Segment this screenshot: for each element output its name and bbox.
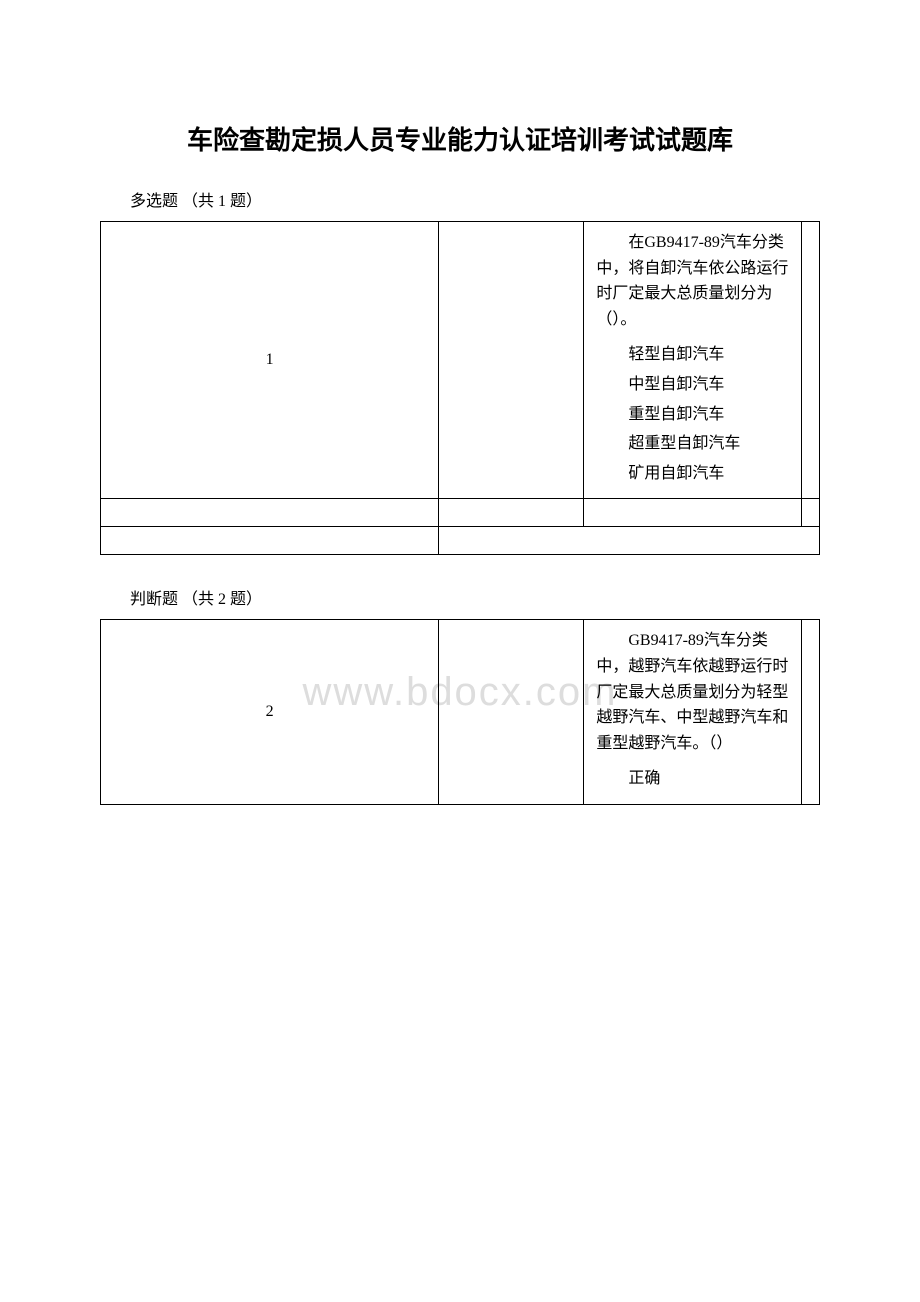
option-1-3: 重型自卸汽车 (596, 402, 789, 428)
empty-cell (801, 499, 819, 527)
question-text-1: 在GB9417-89汽车分类中，将自卸汽车依公路运行时厂定最大总质量划分为（）。 (596, 230, 789, 332)
question-table-2: 2 GB9417-89汽车分类中，越野汽车依越野运行时厂定最大总质量划分为轻型越… (100, 619, 820, 805)
empty-cell (101, 499, 439, 527)
option-1-5: 矿用自卸汽车 (596, 461, 789, 487)
section1-label: 多选题 （共 1 题） (130, 187, 820, 211)
empty-cell (101, 527, 439, 555)
empty-cell (439, 527, 820, 555)
section2-label: 判断题 （共 2 题） (130, 585, 820, 609)
page-title: 车险查勘定损人员专业能力认证培训考试试题库 (100, 120, 820, 157)
empty-cell (439, 222, 584, 499)
question-number-1: 1 (101, 222, 439, 499)
question-text-2: GB9417-89汽车分类中，越野汽车依越野运行时厂定最大总质量划分为轻型越野汽… (596, 628, 789, 756)
option-1-4: 超重型自卸汽车 (596, 431, 789, 457)
option-1-2: 中型自卸汽车 (596, 372, 789, 398)
question-content-2: GB9417-89汽车分类中，越野汽车依越野运行时厂定最大总质量划分为轻型越野汽… (584, 620, 802, 805)
right-cell (801, 620, 819, 805)
option-1-1: 轻型自卸汽车 (596, 342, 789, 368)
empty-cell (584, 499, 802, 527)
question-content-1: 在GB9417-89汽车分类中，将自卸汽车依公路运行时厂定最大总质量划分为（）。… (584, 222, 802, 499)
empty-cell (439, 620, 584, 805)
question-table-1: 1 在GB9417-89汽车分类中，将自卸汽车依公路运行时厂定最大总质量划分为（… (100, 221, 820, 555)
option-2-1: 正确 (596, 766, 789, 792)
right-cell (801, 222, 819, 499)
question-number-2: 2 (101, 620, 439, 805)
empty-cell (439, 499, 584, 527)
